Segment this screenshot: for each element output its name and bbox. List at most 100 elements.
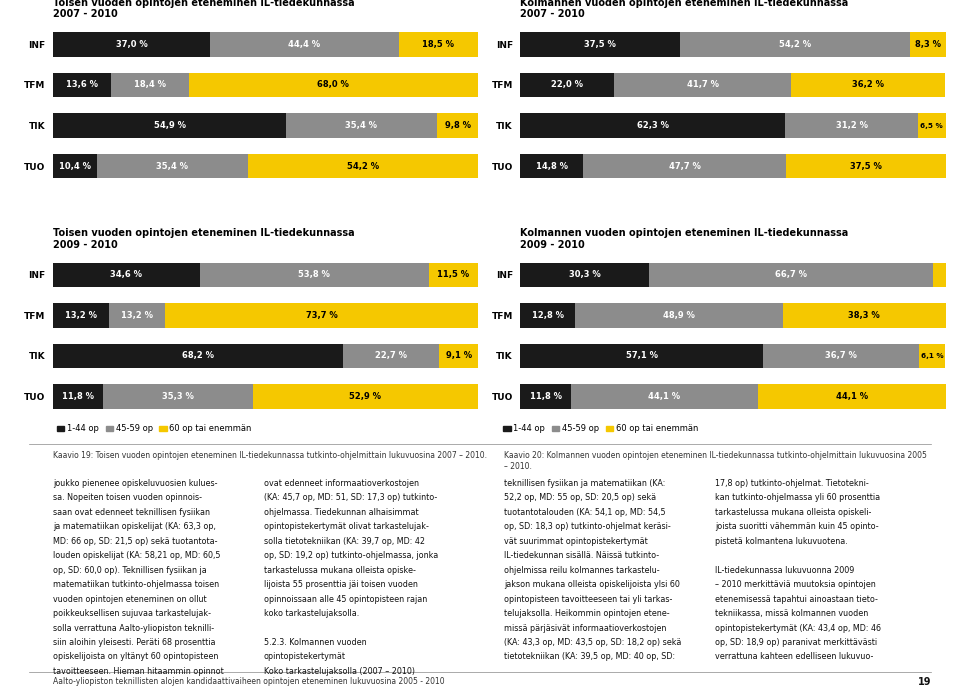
- Text: op, SD: 18,3 op) tutkinto-ohjelmat keräsi-: op, SD: 18,3 op) tutkinto-ohjelmat keräs…: [504, 522, 671, 531]
- Bar: [520, 114, 785, 138]
- Bar: [165, 303, 478, 327]
- Bar: [680, 32, 910, 56]
- Text: siin aloihin yleisesti. Peräti 68 prosenttia: siin aloihin yleisesti. Peräti 68 prosen…: [53, 638, 215, 647]
- Text: sa. Nopeiten toisen vuoden opinnois-: sa. Nopeiten toisen vuoden opinnois-: [53, 493, 202, 502]
- Text: tarkastelussa mukana olleista opiske-: tarkastelussa mukana olleista opiske-: [264, 566, 416, 575]
- Text: teknillisen fysiikan ja matematiikan (KA:: teknillisen fysiikan ja matematiikan (KA…: [504, 479, 665, 488]
- Text: 57,1 %: 57,1 %: [626, 351, 658, 360]
- Bar: [437, 114, 478, 138]
- Text: tekniikassa, missä kolmannen vuoden: tekniikassa, missä kolmannen vuoden: [715, 609, 869, 618]
- Bar: [782, 303, 946, 327]
- Text: ohjelmassa. Tiedekunnan alhaisimmat: ohjelmassa. Tiedekunnan alhaisimmat: [264, 508, 419, 517]
- Text: jakson mukana olleista opiskelijoista ylsi 60: jakson mukana olleista opiskelijoista yl…: [504, 580, 680, 589]
- Bar: [520, 73, 614, 97]
- Text: Kaavio 20: Kolmannen vuoden opintojen eteneminen IL-tiedekunnassa tutkinto-ohjel: Kaavio 20: Kolmannen vuoden opintojen et…: [504, 451, 926, 471]
- Bar: [520, 263, 649, 287]
- Text: 53,8 %: 53,8 %: [299, 270, 330, 279]
- Text: ohjelmissa reilu kolmannes tarkastelu-: ohjelmissa reilu kolmannes tarkastelu-: [504, 566, 660, 575]
- Bar: [791, 73, 946, 97]
- Bar: [53, 344, 343, 368]
- Text: 36,2 %: 36,2 %: [852, 81, 884, 90]
- Bar: [53, 384, 103, 409]
- Text: 68,0 %: 68,0 %: [318, 81, 349, 90]
- Text: 35,4 %: 35,4 %: [346, 121, 377, 130]
- Text: opinnoissaan alle 45 opintopisteen rajan: opinnoissaan alle 45 opintopisteen rajan: [264, 595, 427, 604]
- Text: opintopistekertymät: opintopistekertymät: [264, 652, 346, 661]
- Text: 68,2 %: 68,2 %: [181, 351, 214, 360]
- Bar: [248, 154, 478, 178]
- Text: op, SD: 18,9 op) paranivat merkittävästi: op, SD: 18,9 op) paranivat merkittävästi: [715, 638, 877, 647]
- Text: saan ovat edenneet teknillisen fysiikan: saan ovat edenneet teknillisen fysiikan: [53, 508, 210, 517]
- Text: missä pärjäsivät informaatioverkostojen: missä pärjäsivät informaatioverkostojen: [504, 624, 666, 633]
- Text: 36,7 %: 36,7 %: [826, 351, 857, 360]
- Text: koko tarkastelujaksolla.: koko tarkastelujaksolla.: [264, 609, 359, 618]
- Text: 11,8 %: 11,8 %: [530, 392, 562, 401]
- Text: 66,7 %: 66,7 %: [775, 270, 807, 279]
- Bar: [763, 344, 920, 368]
- Text: opintopisteen tavoitteeseen tai yli tarkas-: opintopisteen tavoitteeseen tai yli tark…: [504, 595, 672, 604]
- Text: 54,2 %: 54,2 %: [779, 40, 811, 49]
- Text: Toisen vuoden opintojen eteneminen IL-tiedekunnassa
2007 - 2010: Toisen vuoden opintojen eteneminen IL-ti…: [53, 0, 354, 19]
- Text: 10,4 %: 10,4 %: [59, 162, 91, 171]
- Text: tavoitteeseen. Hieman hitaammin opinnot: tavoitteeseen. Hieman hitaammin opinnot: [53, 667, 224, 676]
- Bar: [53, 32, 210, 56]
- Text: 30,3 %: 30,3 %: [569, 270, 601, 279]
- Text: – 2010 merkittäviä muutoksia opintojen: – 2010 merkittäviä muutoksia opintojen: [715, 580, 876, 589]
- Bar: [520, 154, 584, 178]
- Text: 35,4 %: 35,4 %: [156, 162, 188, 171]
- Bar: [785, 114, 918, 138]
- Text: 37,0 %: 37,0 %: [115, 40, 147, 49]
- Bar: [53, 73, 110, 97]
- Text: 6,5 %: 6,5 %: [921, 123, 943, 129]
- Legend: 1-44 op, 45-59 op, 60 op tai enemmän: 1-44 op, 45-59 op, 60 op tai enemmän: [503, 424, 698, 433]
- Text: Aalto-yliopiston teknillisten alojen kandidaattivaiheen opintojen eteneminen luk: Aalto-yliopiston teknillisten alojen kan…: [53, 677, 444, 686]
- Text: 13,2 %: 13,2 %: [65, 311, 97, 320]
- Text: 5.2.3. Kolmannen vuoden: 5.2.3. Kolmannen vuoden: [264, 638, 367, 647]
- Text: 52,9 %: 52,9 %: [349, 392, 381, 401]
- Text: MD: 66 op, SD: 21,5 op) sekä tuotantota-: MD: 66 op, SD: 21,5 op) sekä tuotantota-: [53, 537, 217, 546]
- Text: joista suoritti vähemmän kuin 45 opinto-: joista suoritti vähemmän kuin 45 opinto-: [715, 522, 878, 531]
- Bar: [570, 384, 758, 409]
- Text: 9,1 %: 9,1 %: [445, 351, 471, 360]
- Bar: [200, 263, 428, 287]
- Bar: [520, 303, 575, 327]
- Text: 48,9 %: 48,9 %: [663, 311, 695, 320]
- Text: pistetä kolmantena lukuvuotena.: pistetä kolmantena lukuvuotena.: [715, 537, 848, 546]
- Text: 14,8 %: 14,8 %: [536, 162, 568, 171]
- Bar: [253, 384, 478, 409]
- Text: 18,5 %: 18,5 %: [422, 40, 454, 49]
- Text: Kolmannen vuoden opintojen eteneminen IL-tiedekunnassa
2009 - 2010: Kolmannen vuoden opintojen eteneminen IL…: [520, 228, 849, 249]
- Bar: [97, 154, 248, 178]
- Text: telujaksolla. Heikommin opintojen etene-: telujaksolla. Heikommin opintojen etene-: [504, 609, 670, 618]
- Bar: [440, 344, 478, 368]
- Text: matematiikan tutkinto-ohjelmassa toisen: matematiikan tutkinto-ohjelmassa toisen: [53, 580, 219, 589]
- Bar: [758, 384, 946, 409]
- Text: lijoista 55 prosenttia jäi toisen vuoden: lijoista 55 prosenttia jäi toisen vuoden: [264, 580, 418, 589]
- Text: 18,4 %: 18,4 %: [133, 81, 166, 90]
- Bar: [110, 73, 189, 97]
- Text: opintopistekertymät (KA: 43,4 op, MD: 46: opintopistekertymät (KA: 43,4 op, MD: 46: [715, 624, 881, 633]
- Bar: [933, 263, 946, 287]
- Text: kan tutkinto-ohjelmassa yli 60 prosenttia: kan tutkinto-ohjelmassa yli 60 prosentti…: [715, 493, 880, 502]
- Bar: [786, 154, 946, 178]
- Text: 22,7 %: 22,7 %: [375, 351, 407, 360]
- Text: 44,1 %: 44,1 %: [648, 392, 681, 401]
- Text: ja matematiikan opiskelijat (KA: 63,3 op,: ja matematiikan opiskelijat (KA: 63,3 op…: [53, 522, 216, 531]
- Text: 54,9 %: 54,9 %: [154, 121, 185, 130]
- Bar: [343, 344, 440, 368]
- Text: tietotekniikan (KA: 39,5 op, MD: 40 op, SD:: tietotekniikan (KA: 39,5 op, MD: 40 op, …: [504, 652, 675, 661]
- Bar: [189, 73, 478, 97]
- Text: verrattuna kahteen edelliseen lukuvuo-: verrattuna kahteen edelliseen lukuvuo-: [715, 652, 874, 661]
- Text: Kaavio 19: Toisen vuoden opintojen eteneminen IL-tiedekunnassa tutkinto-ohjelmit: Kaavio 19: Toisen vuoden opintojen etene…: [53, 451, 487, 460]
- Bar: [53, 263, 200, 287]
- Text: vät suurimmat opintopistekertymät: vät suurimmat opintopistekertymät: [504, 537, 648, 546]
- Text: IL-tiedekunnan sisällä. Näissä tutkinto-: IL-tiedekunnan sisällä. Näissä tutkinto-: [504, 551, 660, 560]
- Bar: [920, 344, 946, 368]
- Text: Kolmannen vuoden opintojen eteneminen IL-tiedekunnassa
2007 - 2010: Kolmannen vuoden opintojen eteneminen IL…: [520, 0, 849, 19]
- Text: ovat edenneet informaatioverkostojen: ovat edenneet informaatioverkostojen: [264, 479, 419, 488]
- Text: (KA: 43,3 op, MD: 43,5 op, SD: 18,2 op) sekä: (KA: 43,3 op, MD: 43,5 op, SD: 18,2 op) …: [504, 638, 682, 647]
- Text: 34,6 %: 34,6 %: [110, 270, 142, 279]
- Text: solla tietotekniikan (KA: 39,7 op, MD: 42: solla tietotekniikan (KA: 39,7 op, MD: 4…: [264, 537, 425, 546]
- Bar: [53, 114, 286, 138]
- Bar: [428, 263, 477, 287]
